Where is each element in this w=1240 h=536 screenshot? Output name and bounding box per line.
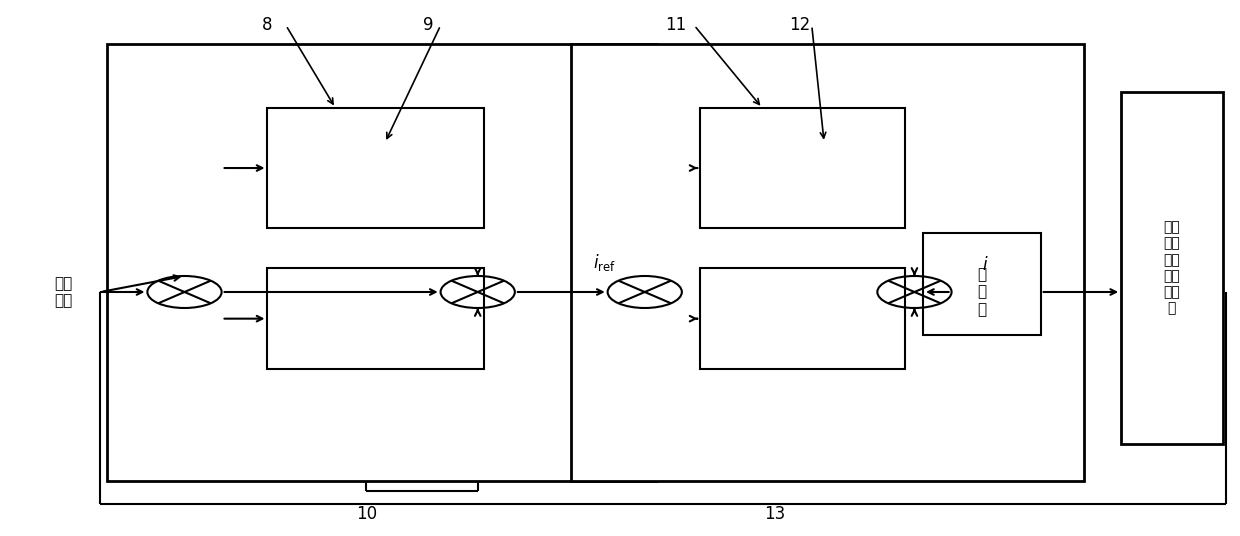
Bar [268, 108, 484, 228]
Bar [570, 44, 1084, 481]
Text: 10: 10 [356, 505, 377, 523]
Text: 9: 9 [423, 17, 434, 34]
Text: 8: 8 [262, 17, 273, 34]
Text: $i$: $i$ [982, 256, 988, 274]
Text: 11: 11 [665, 17, 686, 34]
Bar [701, 108, 904, 228]
Text: 13: 13 [764, 505, 785, 523]
Text: $i_{\rm ref}$: $i_{\rm ref}$ [594, 252, 616, 273]
Text: 悬浮
目标: 悬浮 目标 [55, 276, 72, 308]
Text: 风力
磁悬
浮机
舱悬
浮系
统: 风力 磁悬 浮机 舱悬 浮系 统 [1163, 220, 1180, 316]
Bar [107, 44, 657, 481]
Bar [1121, 92, 1223, 444]
Text: 12: 12 [789, 17, 810, 34]
Bar [923, 233, 1040, 334]
Bar [268, 268, 484, 369]
Text: 变
流
器: 变 流 器 [977, 267, 987, 317]
Bar [701, 268, 904, 369]
